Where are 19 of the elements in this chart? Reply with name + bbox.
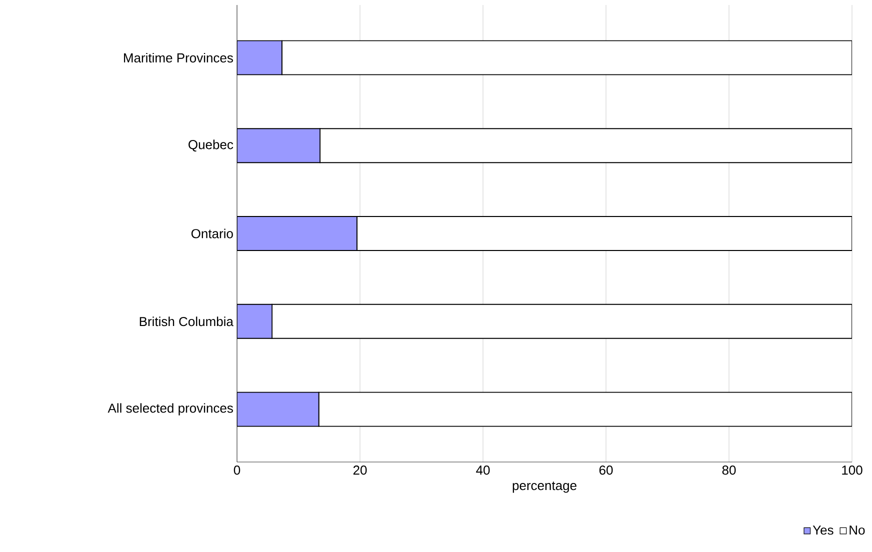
y-tick-label: Quebec	[188, 140, 234, 152]
legend-label: Yes	[812, 526, 834, 535]
x-tick-label: 80	[722, 466, 736, 475]
x-tick-label: 100	[842, 466, 862, 475]
bar	[237, 216, 358, 251]
bar	[237, 392, 320, 427]
text: No	[850, 526, 865, 535]
bar	[237, 128, 320, 164]
x-tick-label: 40	[476, 466, 490, 475]
y-tick-label: Maritime Provinces	[124, 52, 233, 62]
x-tick-label: 0	[234, 466, 240, 475]
x-tick-label: 20	[353, 466, 367, 475]
bar	[237, 40, 282, 76]
y-tick-label: Ontario	[191, 228, 233, 238]
y-tick-label: All selected provinces	[108, 403, 233, 416]
y-tick-label: British Columbia	[140, 316, 234, 326]
bar	[237, 304, 273, 339]
x-tick-label: 60	[599, 466, 613, 475]
x-axis-title: percentage	[512, 482, 576, 493]
